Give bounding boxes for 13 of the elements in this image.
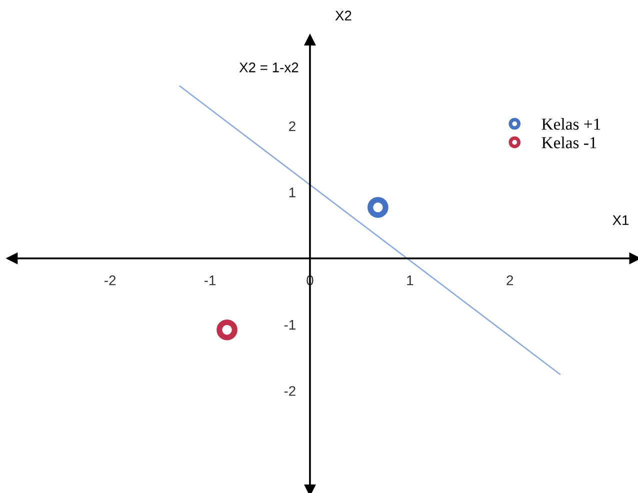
y-tick-label: 2 — [289, 121, 296, 132]
legend-label: Kelas -1 — [542, 136, 596, 148]
y-tick-label: -1 — [284, 320, 296, 330]
x-axis-title: X1 — [612, 215, 629, 225]
x-tick-label: 1 — [407, 276, 414, 286]
y-tick-label: 1 — [289, 188, 296, 198]
y-tick-label: -2 — [284, 386, 296, 396]
x-tick-label: -1 — [204, 276, 216, 286]
x-tick-label: -2 — [104, 275, 116, 286]
annotation: X2 = 1-x2 — [239, 62, 298, 72]
x-tick-label: 2 — [506, 275, 514, 286]
y-axis-title: X2 — [335, 10, 352, 20]
legend-label: Kelas +1 — [542, 118, 600, 130]
